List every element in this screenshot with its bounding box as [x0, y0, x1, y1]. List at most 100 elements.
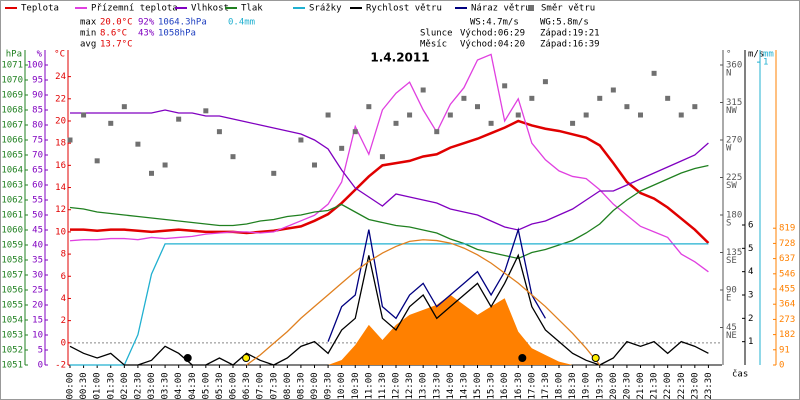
direction-point — [81, 112, 87, 118]
y-tick-label: 90 — [726, 286, 737, 296]
y-tick-label: 70 — [32, 151, 43, 161]
x-tick-label: 19:00 — [582, 372, 592, 399]
stat-value: 1058hPa — [158, 29, 196, 39]
y-tick-label: 1057 — [1, 271, 23, 281]
y-tick-label: 90 — [32, 91, 43, 101]
y-tick-label: 1067 — [1, 121, 23, 131]
stat-label: avg — [80, 40, 96, 50]
y-tick-label: 2 — [748, 314, 753, 324]
y-tick-label: -2 — [55, 361, 66, 371]
stat-value: 92% — [138, 18, 155, 28]
y-tick-label: 16 — [55, 161, 66, 171]
y-tick-label: 2 — [61, 316, 66, 326]
y-tick-label: 20 — [32, 301, 43, 311]
y-tick-label: 0 — [779, 361, 784, 371]
tick-note: SE — [726, 256, 737, 266]
y-tick-label: 273 — [779, 315, 795, 325]
legend-label: Srážky — [309, 4, 342, 14]
sun-rise: Východ:06:29 — [460, 29, 525, 39]
x-tick-label: 05:30 — [215, 372, 225, 399]
tick-note: S — [726, 219, 731, 229]
x-tick-label: 13:00 — [419, 372, 429, 399]
y-tick-label: 12 — [55, 205, 66, 215]
y-tick-label: 1053 — [1, 331, 23, 341]
axis-unit: °C — [54, 50, 65, 60]
x-tick-label: 08:30 — [296, 372, 306, 399]
axis-unit: m/s — [748, 50, 764, 60]
series-line — [70, 109, 709, 231]
y-tick-label: 55 — [32, 196, 43, 206]
direction-point — [529, 95, 535, 101]
legend-label: Přízemní teplota — [91, 4, 178, 14]
x-tick-label: 15:00 — [473, 372, 483, 399]
y-tick-label: 100 — [27, 61, 43, 71]
axis-unit: % — [37, 50, 43, 60]
y-tick-label: 1063 — [1, 181, 23, 191]
x-tick-label: 03:00 — [147, 372, 157, 399]
y-tick-label: 4 — [748, 267, 753, 277]
x-tick-label: 09:30 — [324, 372, 334, 399]
direction-point — [94, 158, 100, 164]
tick-note: NE — [726, 331, 737, 341]
direction-point — [230, 154, 236, 160]
direction-point — [149, 170, 154, 176]
y-tick-label: 1051 — [1, 361, 23, 371]
direction-point — [583, 112, 589, 118]
y-tick-label: 1062 — [1, 196, 23, 206]
y-tick-label: 35 — [32, 256, 43, 266]
direction-point — [570, 120, 576, 126]
y-tick-label: 1071 — [1, 61, 23, 71]
direction-point — [610, 87, 616, 93]
x-tick-label: 07:30 — [269, 372, 279, 399]
series-line — [69, 253, 709, 366]
y-tick-label: 1069 — [1, 91, 23, 101]
direction-point — [108, 120, 114, 126]
stat-value: 20.0°C — [100, 18, 133, 28]
y-tick-label: 1052 — [1, 346, 23, 356]
y-tick-label: 45 — [32, 226, 43, 236]
y-tick-label: 0 — [61, 338, 66, 348]
x-tick-label: 04:30 — [188, 372, 198, 399]
y-tick-label: 40 — [32, 241, 43, 251]
series-line — [69, 164, 709, 260]
x-tick-label: 21:00 — [636, 372, 646, 399]
legend-swatch — [528, 5, 534, 11]
y-tick-label: 1 — [748, 337, 753, 347]
y-tick-label: 5 — [748, 244, 753, 254]
radiation-area — [70, 294, 709, 365]
y-tick-label: 1064 — [1, 166, 23, 176]
direction-point — [502, 83, 508, 89]
direction-point — [135, 141, 141, 147]
y-tick-label: 75 — [32, 136, 43, 146]
x-tick-label: 13:30 — [432, 372, 442, 399]
tick-note: E — [726, 294, 731, 304]
x-tick-label: 18:00 — [555, 372, 565, 399]
stat-value: 1064.3hPa — [158, 18, 207, 28]
y-tick-label: 91 — [779, 345, 790, 355]
direction-point — [638, 112, 643, 118]
x-tick-label: 05:00 — [201, 372, 211, 399]
y-tick-label: 60 — [32, 181, 43, 191]
chart-title: 1.4.2011 — [370, 51, 429, 65]
direction-point — [407, 112, 413, 118]
stat-value: 43% — [138, 29, 155, 39]
x-tick-label: 16:00 — [500, 372, 510, 399]
stat-value: 8.6°C — [100, 29, 127, 39]
y-tick-label: 80 — [32, 121, 43, 131]
series-line — [69, 53, 709, 273]
x-tick-label: 09:00 — [310, 372, 320, 399]
stat-value: 13.7°C — [100, 40, 133, 50]
y-tick-label: 1066 — [1, 136, 23, 146]
y-tick-label: 1 — [763, 58, 768, 68]
moon-marker — [183, 354, 192, 362]
x-tick-label: 02:00 — [120, 372, 130, 399]
stat-value: 0.4mm — [228, 18, 255, 28]
axis-unit: hPa — [6, 50, 22, 60]
y-tick-label: 3 — [748, 291, 753, 301]
x-tick-label: 20:30 — [622, 372, 632, 399]
y-tick-label: 1070 — [1, 76, 23, 86]
direction-point — [298, 137, 304, 143]
direction-point — [271, 170, 277, 176]
sun-marker — [242, 354, 251, 362]
